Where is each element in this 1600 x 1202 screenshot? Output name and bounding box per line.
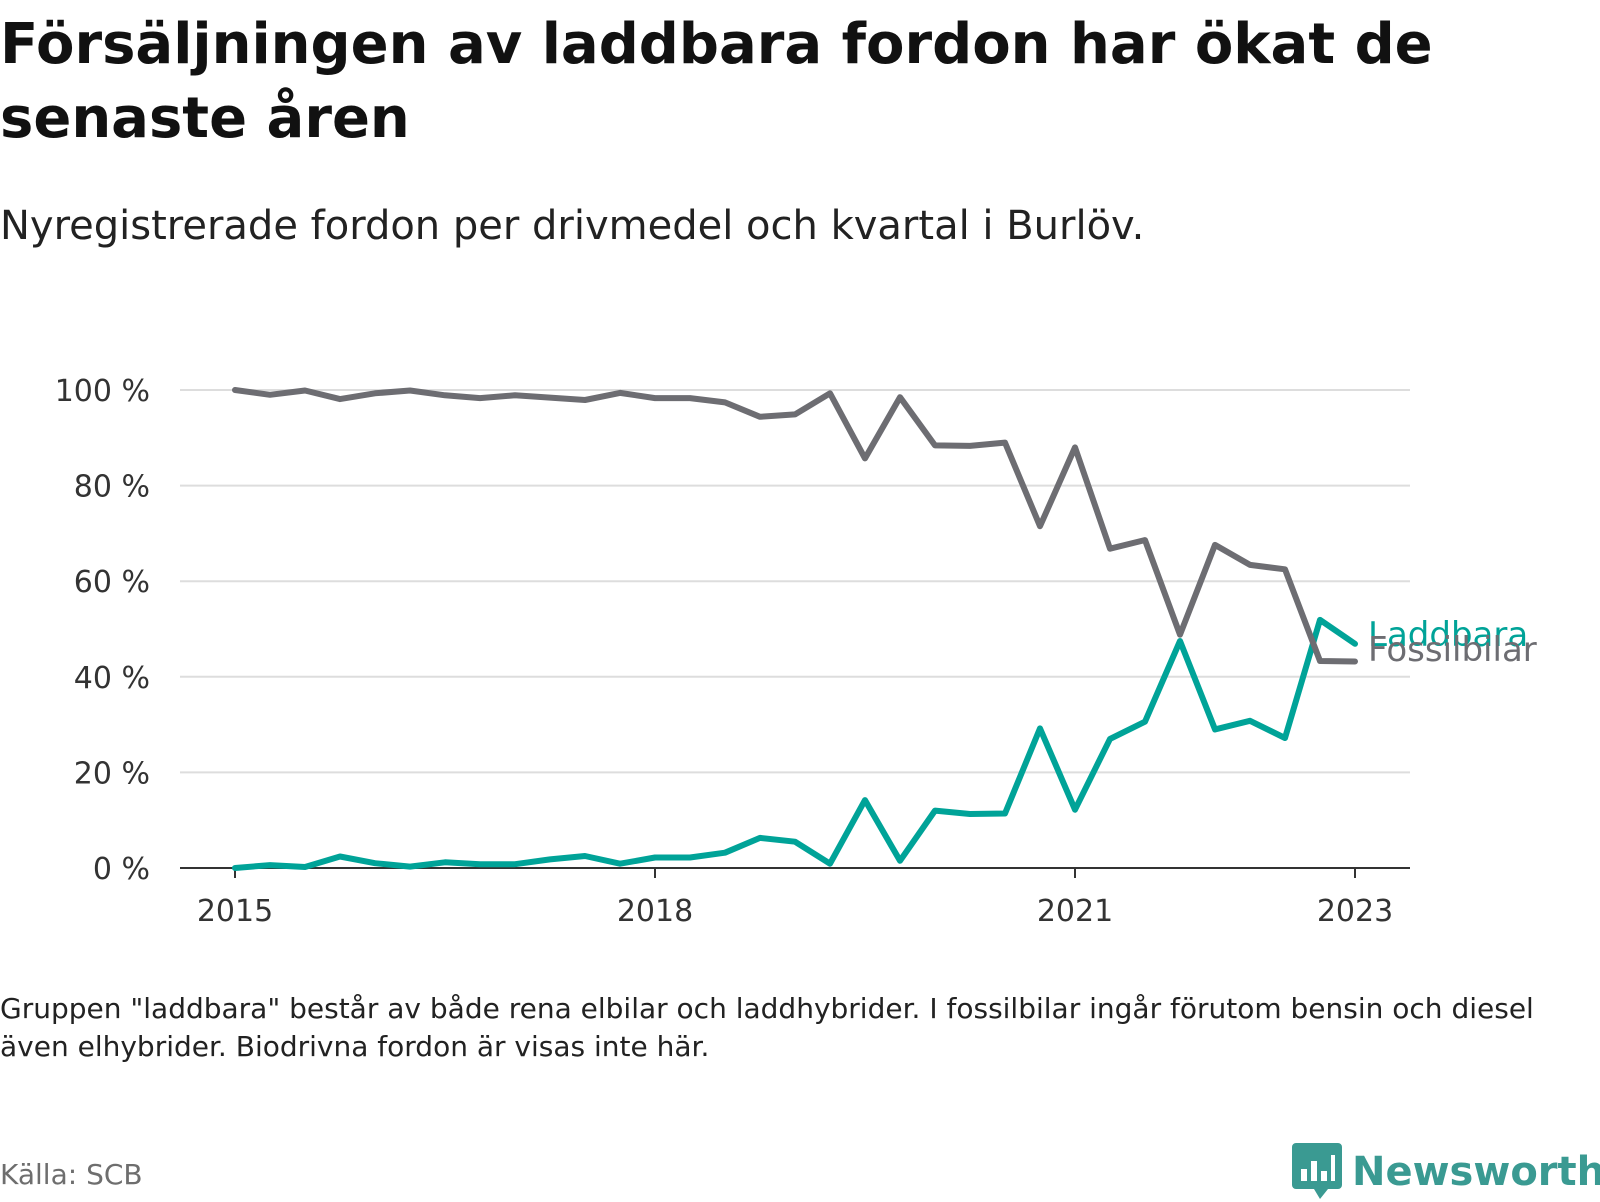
chart-title: Försäljningen av laddbara fordon har öka… [0,12,1433,151]
brand-logo[interactable]: Newsworthy [1292,1142,1600,1202]
y-tick-label: 100 % [55,374,150,409]
series-line-fossilbilar [232,387,1358,665]
chart-subtitle: Nyregistrerade fordon per drivmedel och … [0,203,1145,249]
y-tick-label: 80 % [74,470,150,505]
x-tick-label: 2023 [1317,894,1393,929]
x-tick-label: 2018 [617,894,693,929]
brand-name: Newsworthy [1352,1149,1600,1195]
source-note: Källa: SCB [0,1158,143,1191]
y-tick-label: 20 % [74,756,150,791]
x-axis-ticks: 2015 2018 2021 2023 [197,868,1393,929]
footnote: Gruppen "laddbara" består av både rena e… [0,992,1534,1063]
series-label-laddbara: Laddbara [1368,615,1528,655]
gridlines [180,389,1410,774]
line-chart: 0 % 20 % 40 % 60 % 80 % 100 % 2015 2018 2021 202… [55,374,1537,929]
series-label-fossilbilar: Fossilbilar [1368,630,1537,670]
y-tick-label: 60 % [74,565,150,600]
y-tick-label: 40 % [74,661,150,696]
y-tick-label: 0 % [93,852,150,887]
x-tick-label: 2015 [197,894,273,929]
bar-chart-speech-bubble-icon [1292,1143,1342,1199]
x-tick-label: 2021 [1037,894,1113,929]
series-lines [232,387,1358,871]
y-axis-ticks: 0 % 20 % 40 % 60 % 80 % 100 % [55,374,150,887]
series-line-laddbara [232,616,1358,871]
